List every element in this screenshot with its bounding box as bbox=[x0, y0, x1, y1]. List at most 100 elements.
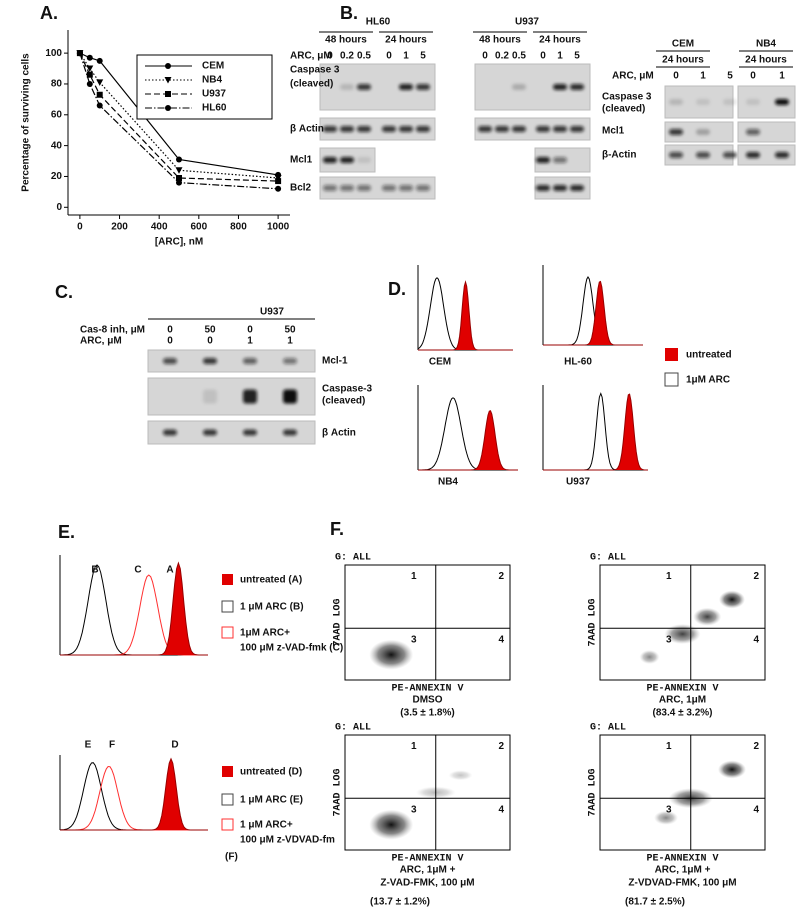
x-tick-label: 800 bbox=[230, 222, 247, 233]
legend-label: untreated (A) bbox=[240, 575, 302, 586]
legend-swatch bbox=[221, 793, 234, 806]
band bbox=[323, 185, 337, 191]
percent: (83.4 ± 3.2%) bbox=[653, 708, 713, 719]
legend-label: NB4 bbox=[202, 75, 222, 86]
band bbox=[243, 358, 257, 364]
y-tick-label: 40 bbox=[51, 140, 63, 151]
band bbox=[340, 84, 354, 90]
panel-label: C. bbox=[55, 282, 73, 302]
marker bbox=[176, 179, 182, 186]
dose: 0.5 bbox=[512, 51, 526, 62]
band bbox=[416, 84, 430, 90]
band bbox=[416, 126, 430, 132]
histogram-curve bbox=[543, 280, 643, 346]
legend-label: 1μM ARC bbox=[686, 375, 730, 386]
percent: (81.7 ± 2.5%) bbox=[625, 897, 685, 907]
band bbox=[696, 129, 710, 135]
legend-swatch bbox=[222, 574, 233, 585]
row-label: Bcl2 bbox=[290, 183, 312, 194]
band bbox=[570, 185, 584, 191]
legend-label: 100 μM z-VAD-fmk (C) bbox=[240, 643, 343, 654]
y-axis-label: 7AAD LOG bbox=[333, 768, 344, 816]
row-label: Mcl1 bbox=[290, 155, 313, 166]
caption: Z-VAD-FMK, 100 μM bbox=[380, 878, 474, 889]
gate-label: G: ALL bbox=[335, 553, 371, 564]
legend-label: untreated (D) bbox=[240, 767, 302, 778]
quadrant-label: 2 bbox=[753, 741, 759, 752]
band bbox=[478, 126, 492, 132]
quadrant-label: 1 bbox=[411, 571, 417, 582]
dose: 5 bbox=[574, 51, 580, 62]
gate-label: G: ALL bbox=[335, 723, 371, 734]
band bbox=[775, 152, 789, 158]
x-tick-label: 1000 bbox=[267, 222, 290, 233]
band bbox=[723, 152, 737, 158]
marker bbox=[176, 175, 182, 181]
band bbox=[283, 429, 297, 436]
cell-cluster bbox=[654, 810, 678, 825]
x-tick-label: 0 bbox=[77, 222, 83, 233]
band bbox=[512, 126, 526, 132]
dose: 0 bbox=[167, 325, 173, 336]
band bbox=[340, 126, 354, 132]
blot bbox=[737, 121, 796, 143]
quadrant-label: 4 bbox=[753, 634, 759, 645]
dose: 1 bbox=[700, 71, 706, 82]
row-label: β Actin bbox=[290, 124, 324, 135]
cell-cluster bbox=[639, 650, 660, 664]
time-label: 24 hours bbox=[539, 35, 581, 46]
cell-line: U937 bbox=[515, 17, 539, 28]
band bbox=[399, 84, 413, 90]
cell-cluster bbox=[719, 590, 745, 609]
band bbox=[243, 389, 257, 404]
band bbox=[163, 358, 177, 364]
legend-label: CEM bbox=[202, 61, 224, 72]
legend-label: 1 μM ARC (B) bbox=[240, 602, 304, 613]
legend-label: (F) bbox=[225, 852, 238, 863]
quadrant-label: 3 bbox=[411, 634, 417, 645]
histogram-curve bbox=[418, 280, 513, 351]
band bbox=[746, 129, 760, 135]
legend-swatch bbox=[221, 600, 234, 613]
peak-label: C bbox=[134, 565, 141, 576]
y-axis-label: 7AAD LOG bbox=[588, 768, 599, 816]
band bbox=[323, 126, 337, 132]
histogram-curve bbox=[60, 757, 208, 831]
band bbox=[340, 185, 354, 191]
band bbox=[399, 185, 413, 191]
marker bbox=[164, 77, 172, 84]
band bbox=[323, 157, 337, 163]
histogram-curve bbox=[60, 765, 208, 831]
panel-label: A. bbox=[40, 3, 58, 23]
band bbox=[357, 126, 371, 132]
band bbox=[570, 84, 584, 90]
marker bbox=[165, 63, 171, 69]
quadrant-label: 1 bbox=[666, 741, 672, 752]
x-axis-label: PE-ANNEXIN V bbox=[391, 684, 463, 695]
band bbox=[340, 157, 354, 163]
row-label: Mcl-1 bbox=[322, 356, 348, 367]
peak-label: F bbox=[109, 740, 115, 751]
marker bbox=[165, 105, 171, 111]
y-axis-label: 7AAD LOG bbox=[333, 598, 344, 646]
caption: ARC, 1μM bbox=[659, 695, 706, 706]
x-tick-label: 200 bbox=[111, 222, 128, 233]
time-label: 24 hours bbox=[385, 35, 427, 46]
row-label: β Actin bbox=[322, 428, 356, 439]
x-tick-label: 400 bbox=[151, 222, 168, 233]
time-label: 48 hours bbox=[479, 35, 521, 46]
cell-cluster bbox=[369, 639, 414, 670]
blot bbox=[319, 63, 436, 111]
marker bbox=[86, 65, 94, 73]
cell-cluster bbox=[718, 760, 746, 779]
time-label: 48 hours bbox=[325, 35, 367, 46]
dose: 0 bbox=[327, 51, 333, 62]
histogram-curve bbox=[418, 397, 518, 471]
hist-label: CEM bbox=[429, 357, 451, 368]
band bbox=[357, 157, 371, 163]
row-label: Caspase 3 bbox=[290, 65, 340, 76]
caption: ARC, 1μM + bbox=[400, 865, 456, 876]
band bbox=[746, 152, 760, 158]
marker bbox=[86, 80, 93, 87]
